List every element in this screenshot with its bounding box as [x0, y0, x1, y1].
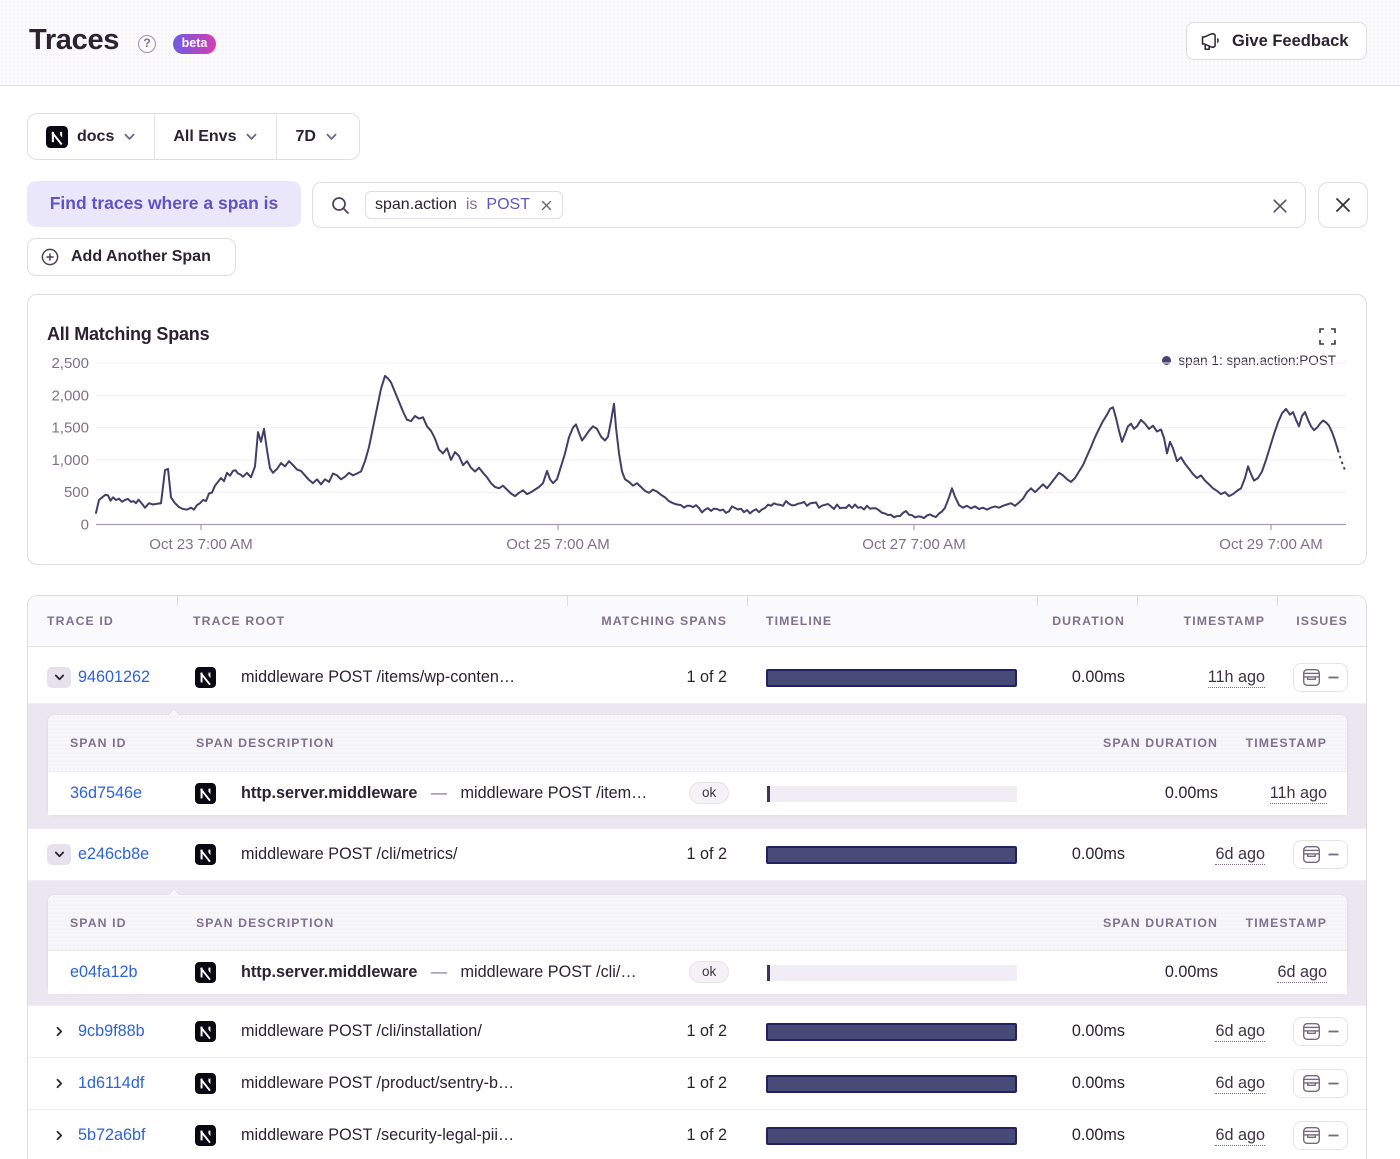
- svg-text:Oct 25 7:00 AM: Oct 25 7:00 AM: [506, 536, 609, 553]
- svg-text:500: 500: [64, 484, 89, 501]
- svg-text:1,500: 1,500: [51, 420, 89, 437]
- svg-text:0: 0: [81, 517, 89, 534]
- svg-text:2,500: 2,500: [51, 355, 89, 372]
- svg-text:Oct 23 7:00 AM: Oct 23 7:00 AM: [149, 536, 252, 553]
- svg-text:1,000: 1,000: [51, 452, 89, 469]
- svg-text:2,000: 2,000: [51, 387, 89, 404]
- svg-text:Oct 29 7:00 AM: Oct 29 7:00 AM: [1219, 536, 1322, 553]
- svg-text:Oct 27 7:00 AM: Oct 27 7:00 AM: [862, 536, 965, 553]
